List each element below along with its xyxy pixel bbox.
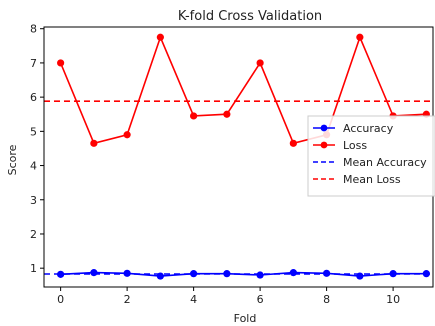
legend-label-mean-accuracy: Mean Accuracy bbox=[343, 156, 427, 169]
loss-point bbox=[57, 59, 65, 67]
loss-line bbox=[59, 35, 427, 145]
y-tick-label: 8 bbox=[30, 23, 37, 36]
accuracy-point bbox=[256, 271, 264, 279]
loss-point bbox=[123, 131, 131, 139]
y-tick-label: 6 bbox=[30, 91, 37, 104]
x-tick-label: 6 bbox=[257, 293, 264, 306]
loss-point bbox=[289, 139, 297, 147]
legend: Accuracy Loss Mean Accuracy Mean Loss bbox=[307, 115, 435, 197]
x-tick-label: 8 bbox=[323, 293, 330, 306]
accuracy-point bbox=[289, 269, 297, 277]
legend-marker-loss bbox=[320, 141, 328, 149]
x-axis-title: Fold bbox=[234, 312, 257, 325]
y-tick-label: 4 bbox=[30, 160, 37, 173]
y-tick-label: 2 bbox=[30, 228, 37, 241]
legend-label-loss: Loss bbox=[343, 139, 367, 152]
legend-label-accuracy: Accuracy bbox=[343, 122, 394, 135]
x-tick-label: 0 bbox=[57, 293, 64, 306]
y-tick-label: 7 bbox=[30, 57, 37, 70]
loss-point bbox=[356, 33, 364, 41]
legend-marker-accuracy bbox=[320, 124, 328, 132]
legend-box bbox=[307, 115, 435, 197]
legend-label-mean-loss: Mean Loss bbox=[343, 173, 401, 186]
y-tick-label: 3 bbox=[30, 194, 37, 207]
x-tick-label: 10 bbox=[386, 293, 400, 306]
loss-point bbox=[156, 33, 164, 41]
y-tick-label: 1 bbox=[30, 262, 37, 275]
loss-point bbox=[223, 110, 231, 118]
accuracy-point bbox=[57, 270, 65, 278]
accuracy-line bbox=[60, 271, 427, 277]
x-tick-label: 2 bbox=[124, 293, 131, 306]
accuracy-point bbox=[389, 270, 397, 278]
loss-point bbox=[256, 59, 264, 67]
y-tick-label: 5 bbox=[30, 125, 37, 138]
accuracy-point bbox=[90, 269, 98, 277]
chart-title: K-fold Cross Validation bbox=[178, 9, 322, 24]
x-tick-label: 4 bbox=[190, 293, 197, 306]
loss-point bbox=[190, 112, 198, 120]
accuracy-point bbox=[190, 270, 198, 278]
loss-point bbox=[90, 139, 98, 147]
y-axis-title: Score bbox=[6, 144, 19, 175]
